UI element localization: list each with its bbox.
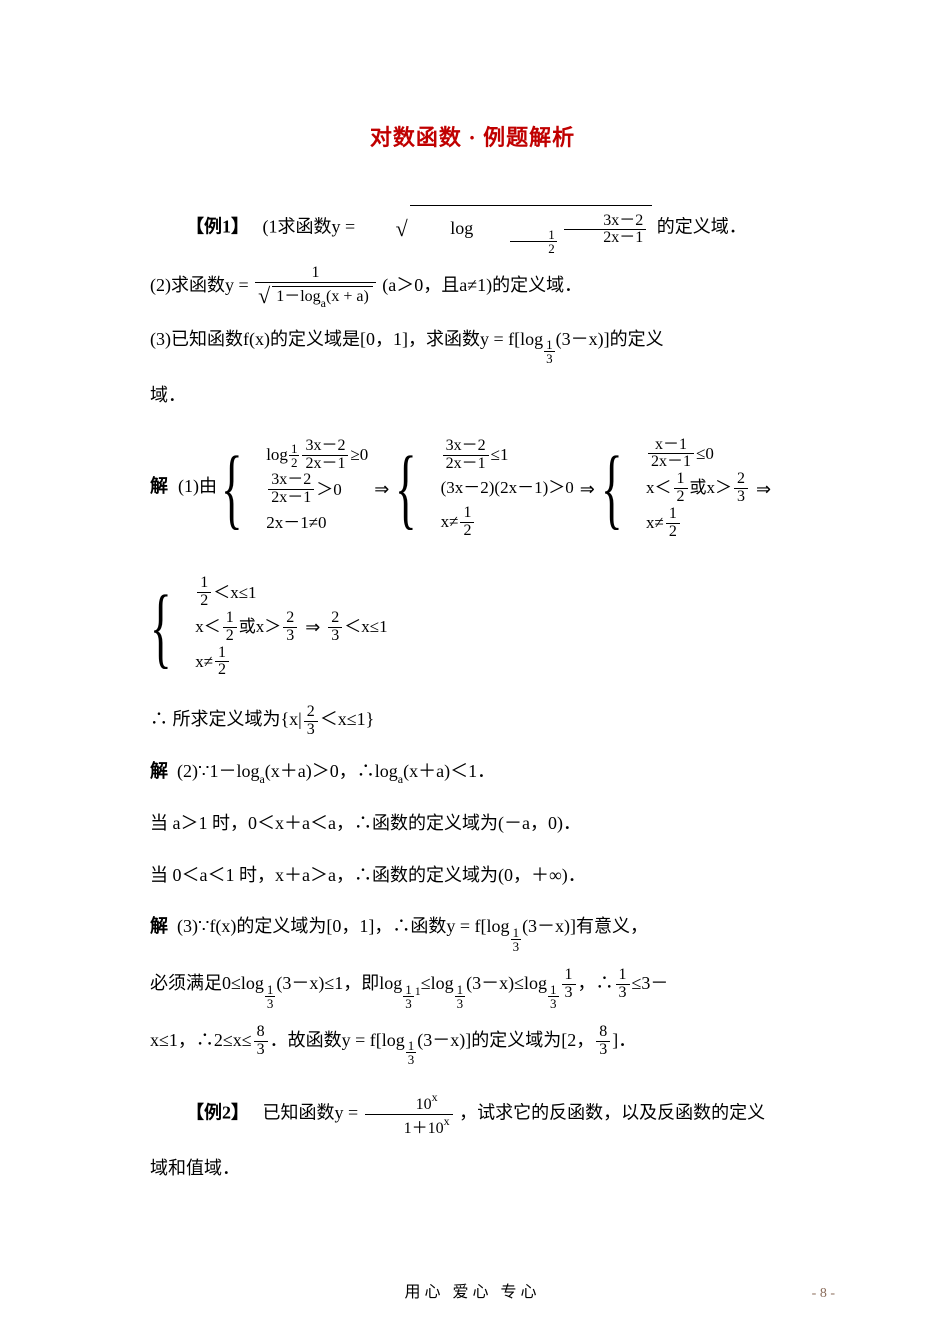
example1-part2: (2)求函数y = 1 1－loga(x + a) (a＞0，且a≠1)的定义域… xyxy=(150,265,795,309)
example2: 【例2】 已知函数y = 10x 1＋10x ，试求它的反函数，以及反函数的定义 xyxy=(150,1091,795,1138)
log-base: 12 xyxy=(473,228,558,255)
ex1-p2-b: (a＞0，且a≠1)的定义域． xyxy=(382,275,582,295)
ex1-p3-b: (3－x)]的定义 xyxy=(556,329,664,349)
example2-label: 【例2】 xyxy=(186,1103,249,1123)
page-number: - 8 - xyxy=(812,1286,835,1302)
ex1-p3-a: (3)已知函数f(x)的定义域是[0，1]，求函数y = f[log xyxy=(150,329,543,349)
system1: { log123x－22x－1≥0 3x－22x－1＞0 2x－1≠0 xyxy=(221,432,368,545)
log-arg: 3x－22x－1 xyxy=(564,213,646,248)
sol1-lead: (1)由 xyxy=(178,477,217,495)
doc-title: 对数函数 · 例题解析 xyxy=(150,120,795,152)
example1-label: 【例1】 xyxy=(186,217,249,237)
arrow: ⇒ xyxy=(374,480,389,498)
solution2-line3: 当 0＜a＜1 时，x＋a＞a，∴函数的定义域为(0，＋∞)． xyxy=(150,855,795,896)
solution2-line2: 当 a＞1 时，0＜x＋a＜a，∴函数的定义域为(－a，0)． xyxy=(150,803,795,844)
ex1-p1-a: (1求函数y = xyxy=(263,217,356,237)
footer-text: 用心 爱心 专心 xyxy=(0,1278,945,1302)
solution3-line3: x≤1，∴2≤x≤83．故函数y = f[log13(3－x)]的定义域为[2，… xyxy=(150,1020,795,1067)
example1-part3b: 域． xyxy=(150,375,795,416)
system4: { 12＜x≤1 x＜12或x＞23⇒23＜x≤1 x≠12 xyxy=(150,569,388,685)
sqrt-den: 1－loga(x + a) xyxy=(258,283,373,309)
example2-b: 域和值域． xyxy=(150,1148,795,1189)
example1-part3: (3)已知函数f(x)的定义域是[0，1]，求函数y = f[log13(3－x… xyxy=(150,319,795,366)
sol-label: 解 xyxy=(150,477,168,495)
page: 对数函数 · 例题解析 【例1】 (1求函数y = log12 3x－22x－1… xyxy=(0,0,945,1337)
log-base-13: 13 xyxy=(543,338,556,365)
radicand: log12 3x－22x－1 xyxy=(410,205,652,255)
solution3-line2: 必须满足0≤log13(3－x)≤1，即log131≤log13(3－x)≤lo… xyxy=(150,963,795,1010)
solution1-systems: 解 (1)由 { log123x－22x－1≥0 3x－22x－1＞0 2x－1… xyxy=(150,427,795,551)
solution1-system4: { 12＜x≤1 x＜12或x＞23⇒23＜x≤1 x≠12 xyxy=(150,565,795,689)
system2: { 3x－22x－1≤1 (3x－2)(2x－1)＞0 x≠12 xyxy=(395,432,573,545)
ex1-p2-a: (2)求函数y = xyxy=(150,275,249,295)
solution1-conclusion: ∴ 所求定义域为{x|23＜x≤1} xyxy=(150,699,795,740)
ex2-frac: 10x 1＋10x xyxy=(365,1091,453,1138)
ex1-p1-b: 的定义域． xyxy=(657,217,747,237)
solution3-line1: 解 (3)∵f(x)的定义域为[0，1]，∴函数y = f[log13(3－x)… xyxy=(150,906,795,953)
frac: 1 1－loga(x + a) xyxy=(255,265,376,309)
sqrt: log12 3x－22x－1 xyxy=(360,202,653,255)
system3: { x－12x－1≤0 x＜12或x＞23 x≠12 xyxy=(601,431,750,547)
example1-part1: 【例1】 (1求函数y = log12 3x－22x－1 的定义域． xyxy=(150,202,795,255)
solution2-line1: 解 (2)∵1－loga(x＋a)＞0，∴loga(x＋a)＜1． xyxy=(150,751,795,794)
